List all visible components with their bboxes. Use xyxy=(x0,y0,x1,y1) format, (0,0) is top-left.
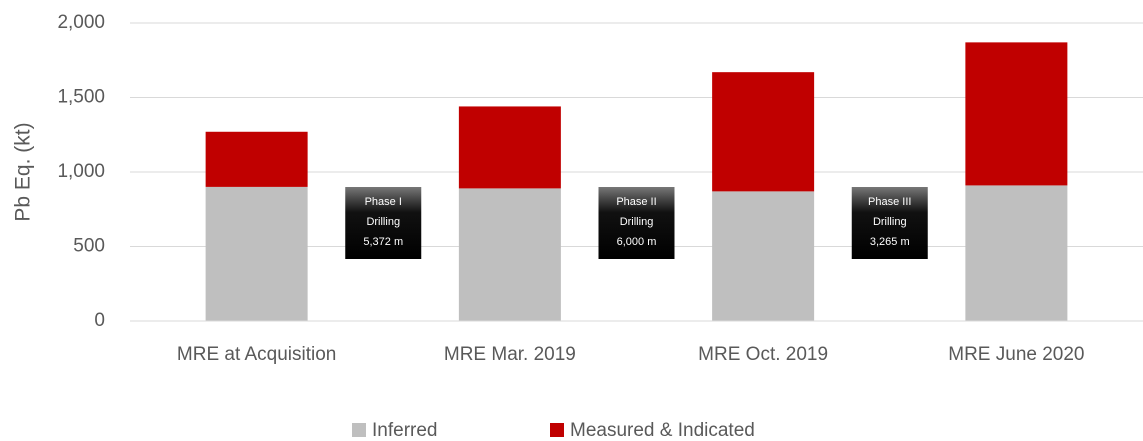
x-tick-label: MRE Mar. 2019 xyxy=(444,344,576,365)
annotation-text: 3,265 m xyxy=(870,236,910,248)
y-tick-label: 1,500 xyxy=(57,87,105,108)
annotation-text: Drilling xyxy=(620,216,654,228)
legend-swatch xyxy=(550,423,564,437)
legend-swatch xyxy=(352,423,366,437)
annotation-text: Phase II xyxy=(616,196,656,208)
y-tick-label: 1,000 xyxy=(57,161,105,182)
annotation-box xyxy=(598,187,675,259)
annotation-text: 5,372 m xyxy=(363,236,403,248)
y-tick-label: 2,000 xyxy=(57,12,105,33)
annotation-text: Phase III xyxy=(868,196,911,208)
bar-segment xyxy=(205,131,308,187)
annotation-text: Drilling xyxy=(873,216,907,228)
legend-label: Measured & Indicated xyxy=(570,420,755,441)
bar-segment xyxy=(965,42,1068,186)
bar-segment xyxy=(458,188,561,321)
bar-segment xyxy=(712,72,815,192)
annotation-text: 6,000 m xyxy=(617,236,657,248)
bar-segment xyxy=(965,185,1068,321)
x-tick-label: MRE June 2020 xyxy=(948,344,1084,365)
y-tick-label: 500 xyxy=(73,236,105,257)
annotation-box xyxy=(345,187,422,259)
annotation-box xyxy=(851,187,928,259)
bar-segment xyxy=(712,191,815,321)
y-tick-label: 0 xyxy=(94,310,105,331)
x-tick-label: MRE Oct. 2019 xyxy=(698,344,828,365)
legend-label: Inferred xyxy=(372,420,437,441)
bar-segment xyxy=(458,106,561,189)
y-axis-title: Pb Eq. (kt) xyxy=(12,122,35,221)
annotation-text: Phase I xyxy=(365,196,402,208)
annotation-text: Drilling xyxy=(366,216,400,228)
bar-segment xyxy=(205,186,308,321)
x-tick-label: MRE at Acquisition xyxy=(177,344,336,365)
